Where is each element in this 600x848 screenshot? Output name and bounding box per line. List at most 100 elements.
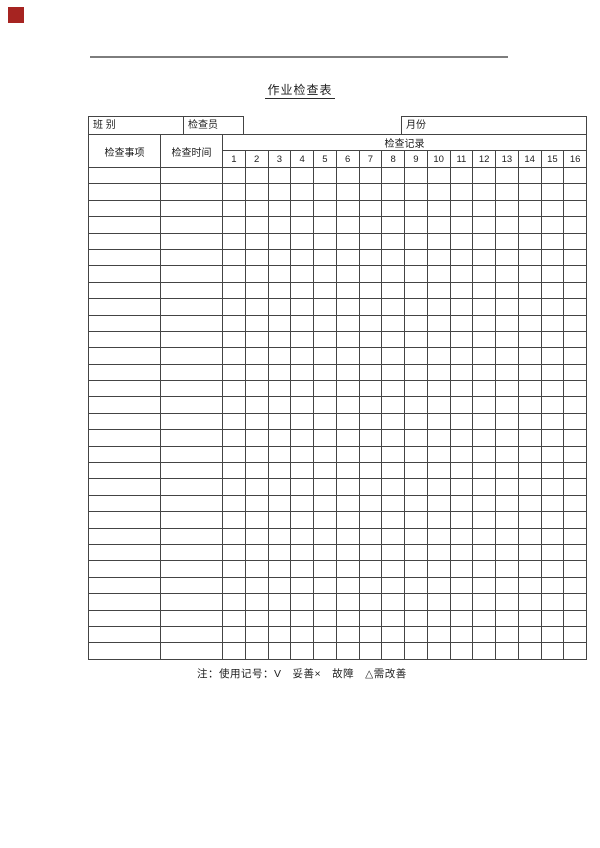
record-cell [381,298,405,316]
record-cell [540,396,565,414]
day-header-cell: 7 [358,150,383,168]
record-cell [426,216,451,234]
record-cell [540,166,565,185]
record-cell [495,380,519,398]
record-cell [335,527,360,545]
record-cell [404,478,428,496]
record-cell [404,609,428,627]
time-cell [160,363,223,382]
record-cell [472,511,496,529]
record-cell [540,494,565,513]
record-cell [472,347,496,365]
record-cell [244,232,269,250]
record-cell [426,642,451,660]
record-cell [540,625,565,644]
record-cell [358,642,383,660]
record-cell [358,543,383,562]
record-cell [404,429,428,447]
record-cell [449,593,474,611]
record-cell [517,429,542,447]
record-cell [358,199,383,218]
record-cell [472,199,496,218]
record-cell [563,330,587,349]
record-cell [244,494,269,513]
record-cell [313,445,337,464]
record-cell [472,609,496,627]
record-cell [290,609,314,627]
record-cell [472,478,496,496]
table-row [88,396,587,414]
day-header-cell: 13 [495,150,519,168]
record-cell [517,330,542,349]
record-cell [313,166,337,185]
record-cell [426,593,451,611]
record-cell [358,281,383,300]
record-cell [244,642,269,660]
record-cell [313,625,337,644]
time-cell [160,183,223,201]
table-row [88,265,587,283]
record-cell [335,396,360,414]
record-cell [540,478,565,496]
day-header-cell: 9 [404,150,428,168]
record-cell [290,576,314,595]
record-cell [267,445,292,464]
time-cell [160,412,223,431]
record-cell [222,494,246,513]
record-cell [358,609,383,627]
record-cell [540,511,565,529]
record-cell [495,396,519,414]
record-cell [426,412,451,431]
table-row [88,462,587,480]
day-header-cell: 1 [222,150,246,168]
record-cell [381,527,405,545]
record-cell [313,330,337,349]
record-cell [426,609,451,627]
record-cell [335,265,360,283]
record-cell [449,298,474,316]
table-row [88,412,587,431]
record-cell [540,543,565,562]
record-cell [222,380,246,398]
record-cell [472,560,496,578]
record-cell [495,576,519,595]
record-cell [381,265,405,283]
record-cell [222,265,246,283]
record-cell [244,216,269,234]
record-cell [313,363,337,382]
time-cell [160,216,223,234]
record-cell [426,478,451,496]
record-cell [517,462,542,480]
record-cell [222,445,246,464]
record-cell [358,314,383,332]
item-cell [88,396,161,414]
record-cell [404,314,428,332]
record-cell [517,166,542,185]
record-cell [449,478,474,496]
item-cell [88,511,161,529]
record-cell [267,462,292,480]
record-cell [449,216,474,234]
record-cell [381,216,405,234]
record-cell [563,478,587,496]
record-cell [517,314,542,332]
record-cell [244,330,269,349]
record-cell [563,593,587,611]
record-cell [358,298,383,316]
item-cell [88,248,161,267]
record-cell [517,347,542,365]
record-cell [358,330,383,349]
record-cell [517,527,542,545]
time-cell [160,593,223,611]
record-cell [563,298,587,316]
item-cell [88,462,161,480]
record-cell [290,445,314,464]
record-cell [426,429,451,447]
day-header-row: 1 2 3 4 5 6 7 8 9 10 11 12 13 14 15 16 [89,150,587,168]
record-cell [517,478,542,496]
record-cell [472,248,496,267]
record-cell [244,281,269,300]
day-header-cell: 2 [244,150,269,168]
record-cell [335,625,360,644]
record-cell [222,216,246,234]
